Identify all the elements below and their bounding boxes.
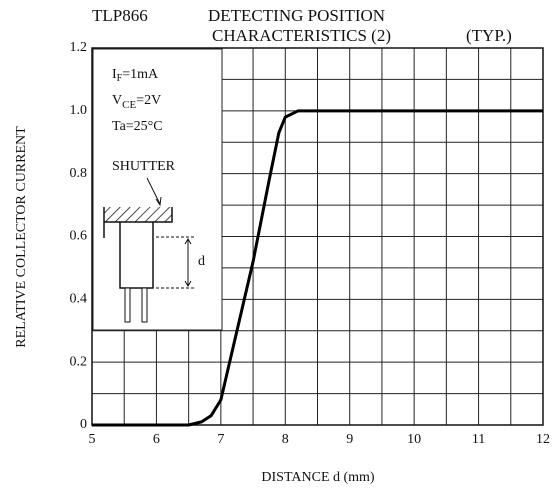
plot-frame xyxy=(91,47,544,426)
dimension-line xyxy=(156,236,194,289)
shutter-hatch xyxy=(104,207,172,222)
inset: IF=1mA VCE=2V Ta=25°C SHUTTER d xyxy=(92,48,223,331)
condition: IF=1mA xyxy=(112,67,159,84)
chart-title: TLP866 xyxy=(92,6,148,25)
x-tick-label: 6 xyxy=(153,432,160,447)
x-tick-label: 11 xyxy=(472,432,485,447)
curve xyxy=(92,109,543,427)
chart-subtitle: (TYP.) xyxy=(466,26,512,45)
y-tick-label: 1.0 xyxy=(70,103,88,118)
x-tick-label: 5 xyxy=(89,432,96,447)
y-tick-label: 1.2 xyxy=(70,40,88,55)
y-tick-label: 0.8 xyxy=(70,166,88,181)
y-tick-label: 0.2 xyxy=(70,354,88,369)
arrow-head xyxy=(155,196,162,207)
dimension-label: d xyxy=(198,254,205,269)
condition: Ta=25°C xyxy=(112,119,163,134)
chart-subtitle: CHARACTERISTICS (2) xyxy=(212,26,391,45)
y-tick-label: 0.6 xyxy=(70,229,88,244)
x-axis-label: DISTANCE d (mm) xyxy=(261,470,375,485)
sensor-body xyxy=(119,221,154,289)
sensor-lead xyxy=(141,287,148,323)
x-tick-label: 12 xyxy=(536,432,550,447)
shutter-outline xyxy=(103,207,173,238)
x-tick-label: 7 xyxy=(217,432,224,447)
condition: VCE=2V xyxy=(112,93,161,110)
x-tick-label: 8 xyxy=(282,432,289,447)
shutter-arrow xyxy=(146,177,161,205)
x-tick-label: 9 xyxy=(346,432,353,447)
y-tick-label: 0 xyxy=(80,417,87,432)
inset-box xyxy=(92,48,223,331)
y-tick-label: 0.4 xyxy=(70,292,88,307)
chart-subtitle: DETECTING POSITION xyxy=(208,6,385,25)
sensor-lead xyxy=(124,287,131,323)
shutter-label: SHUTTER xyxy=(112,159,176,174)
dimension-arrow xyxy=(184,238,192,287)
y-axis-label: RELATIVE COLLECTOR CURRENT xyxy=(14,126,29,348)
x-tick-label: 10 xyxy=(407,432,421,447)
